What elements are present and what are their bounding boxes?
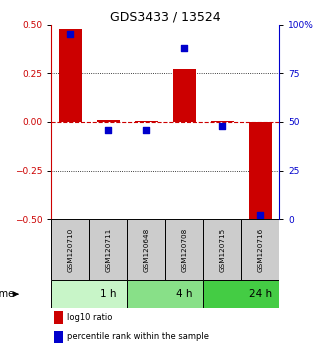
Bar: [97, 120, 120, 122]
Bar: [51, 219, 89, 280]
Text: 24 h: 24 h: [249, 289, 272, 299]
Point: [220, 123, 225, 129]
Point: [144, 127, 149, 133]
Text: 4 h: 4 h: [176, 289, 193, 299]
Text: log10 ratio: log10 ratio: [67, 313, 113, 322]
Bar: [54, 331, 63, 343]
Bar: [59, 29, 82, 122]
Bar: [249, 122, 272, 223]
Bar: [241, 219, 279, 280]
Point: [106, 127, 111, 133]
Text: percentile rank within the sample: percentile rank within the sample: [67, 332, 209, 341]
Text: time: time: [0, 289, 15, 299]
Text: GSM120708: GSM120708: [181, 228, 187, 272]
Bar: [127, 219, 165, 280]
Bar: [135, 121, 158, 122]
Bar: [54, 311, 63, 324]
Bar: [211, 121, 234, 122]
Text: GSM120715: GSM120715: [219, 228, 225, 272]
Bar: [173, 69, 196, 122]
Bar: [51, 280, 127, 308]
Point: [68, 32, 73, 37]
Text: GSM120716: GSM120716: [257, 228, 263, 272]
Title: GDS3433 / 13524: GDS3433 / 13524: [110, 11, 221, 24]
Text: GSM120648: GSM120648: [143, 228, 149, 272]
Bar: [203, 219, 241, 280]
Text: GSM120711: GSM120711: [105, 228, 111, 272]
Bar: [165, 219, 203, 280]
Bar: [89, 219, 127, 280]
Bar: [203, 280, 279, 308]
Bar: [127, 280, 203, 308]
Point: [182, 45, 187, 51]
Text: 1 h: 1 h: [100, 289, 117, 299]
Text: GSM120710: GSM120710: [67, 228, 74, 272]
Point: [258, 212, 263, 218]
